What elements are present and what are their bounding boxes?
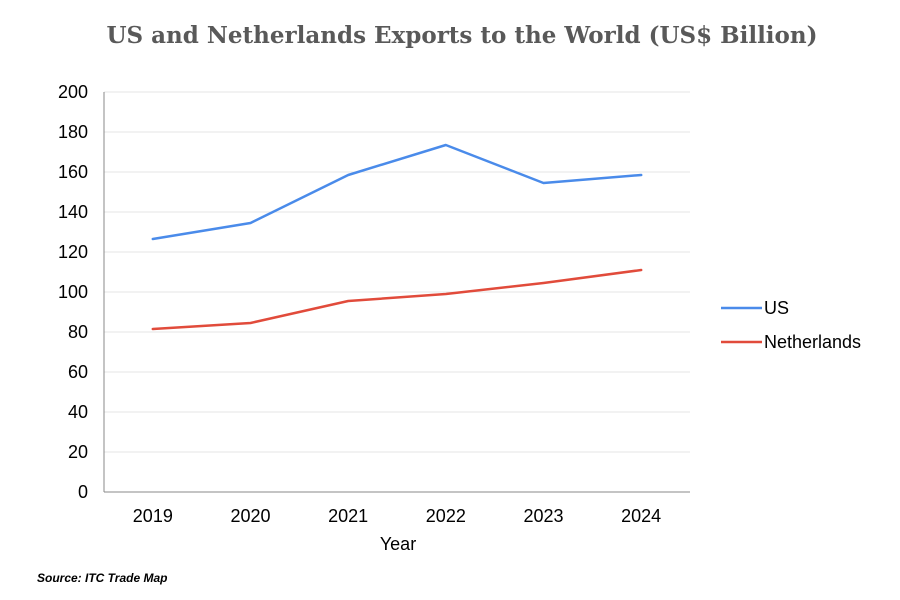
y-tick-label: 120 bbox=[58, 242, 88, 262]
y-tick-label: 160 bbox=[58, 162, 88, 182]
series-line-us bbox=[151, 143, 643, 241]
source-note: Source: ITC Trade Map bbox=[37, 571, 167, 585]
x-tick-label: 2024 bbox=[621, 506, 661, 526]
x-axis-title: Year bbox=[380, 534, 416, 554]
legend-label-us: US bbox=[764, 298, 789, 318]
y-tick-label: 20 bbox=[68, 442, 88, 462]
y-tick-label: 0 bbox=[78, 482, 88, 502]
y-axis-ticks: 0 20 40 60 80 100 120 140 160 180 200 bbox=[58, 82, 88, 502]
gridlines bbox=[104, 91, 690, 453]
y-tick-label: 40 bbox=[68, 402, 88, 422]
x-tick-label: 2021 bbox=[328, 506, 368, 526]
legend: US Netherlands bbox=[721, 298, 861, 352]
x-tick-label: 2020 bbox=[230, 506, 270, 526]
axes bbox=[103, 92, 690, 493]
y-tick-label: 180 bbox=[58, 122, 88, 142]
x-tick-label: 2022 bbox=[426, 506, 466, 526]
x-axis-ticks: 2019 2020 2021 2022 2023 2024 bbox=[133, 506, 661, 526]
y-tick-label: 100 bbox=[58, 282, 88, 302]
y-tick-label: 200 bbox=[58, 82, 88, 102]
y-tick-label: 80 bbox=[68, 322, 88, 342]
series-lines bbox=[151, 143, 643, 331]
x-tick-label: 2019 bbox=[133, 506, 173, 526]
y-tick-label: 60 bbox=[68, 362, 88, 382]
series-line-netherlands bbox=[151, 268, 643, 331]
chart-title: US and Netherlands Exports to the World … bbox=[106, 22, 817, 49]
x-tick-label: 2023 bbox=[523, 506, 563, 526]
y-tick-label: 140 bbox=[58, 202, 88, 222]
legend-label-netherlands: Netherlands bbox=[764, 332, 861, 352]
